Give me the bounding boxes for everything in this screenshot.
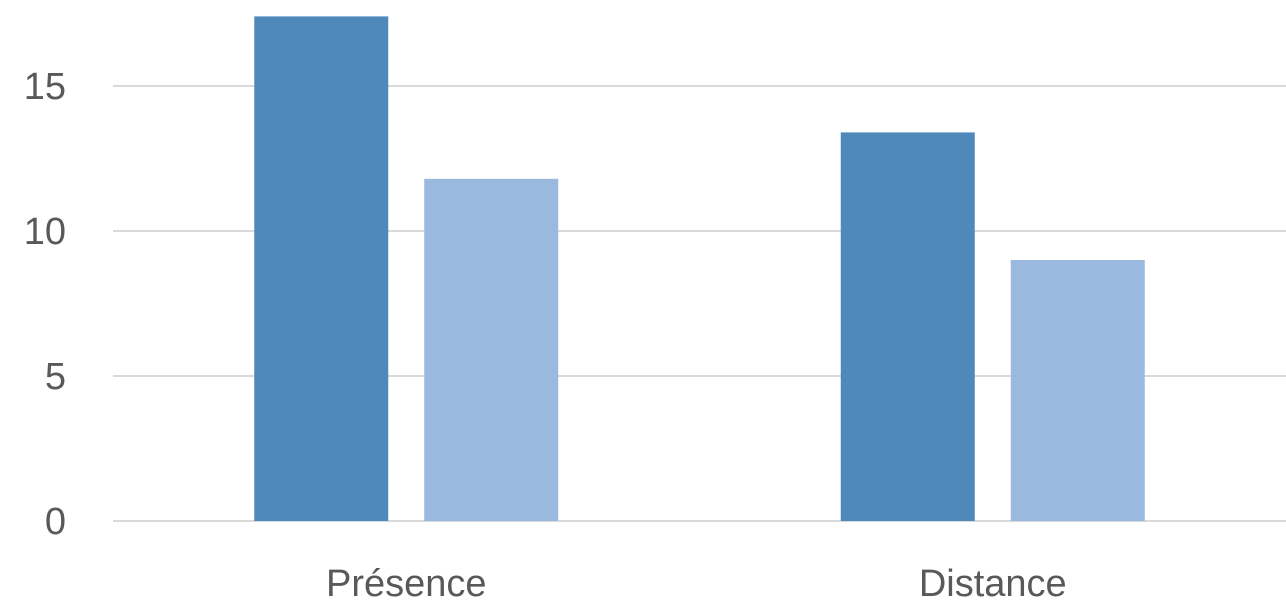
x-axis-categories: Présence Distance [326,563,1067,605]
category-label: Présence [326,563,487,605]
bar-2-2 [1010,260,1145,521]
bars [254,16,1145,522]
y-tick-label: 15 [24,66,66,108]
y-tick-label: 10 [24,211,66,253]
bar-2-1 [424,178,559,522]
bar-1-2 [840,132,975,521]
y-tick-label: 0 [45,501,66,543]
y-tick-label: 5 [45,356,66,398]
category-label: Distance [919,563,1067,605]
y-axis-ticks: 0 5 10 15 [24,66,66,543]
bar-1-1 [254,16,389,522]
